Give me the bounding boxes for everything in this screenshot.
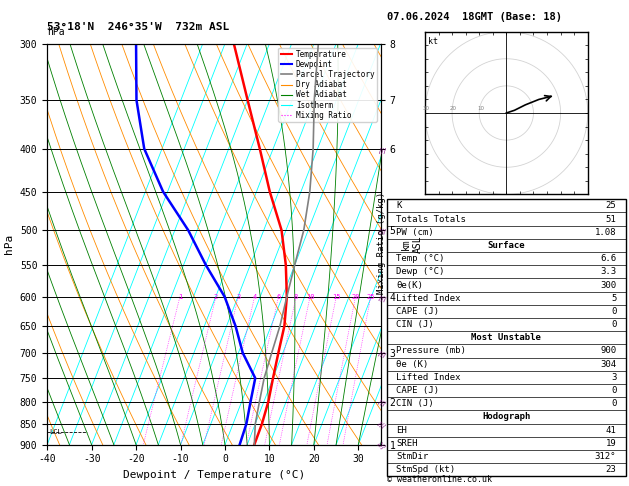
Text: 51: 51 (606, 214, 616, 224)
Text: CAPE (J): CAPE (J) (396, 386, 440, 395)
Text: Temp (°C): Temp (°C) (396, 254, 445, 263)
Text: 0: 0 (611, 399, 616, 408)
Text: CIN (J): CIN (J) (396, 320, 434, 329)
Text: StmSpd (kt): StmSpd (kt) (396, 465, 455, 474)
Text: LCL: LCL (50, 429, 62, 435)
Text: 10: 10 (477, 106, 484, 111)
Text: 20: 20 (351, 295, 360, 300)
Text: 0: 0 (611, 386, 616, 395)
Text: ///: /// (378, 349, 387, 357)
Text: kt: kt (428, 37, 438, 46)
Text: 25: 25 (606, 201, 616, 210)
X-axis label: Dewpoint / Temperature (°C): Dewpoint / Temperature (°C) (123, 470, 305, 480)
Y-axis label: hPa: hPa (4, 234, 14, 254)
Text: ///: /// (378, 419, 387, 428)
Text: ///: /// (379, 227, 386, 233)
Text: 6.6: 6.6 (600, 254, 616, 263)
Text: Most Unstable: Most Unstable (471, 333, 542, 342)
Text: 23: 23 (606, 465, 616, 474)
Text: 1.08: 1.08 (595, 228, 616, 237)
Text: 15: 15 (332, 295, 340, 300)
Text: 312°: 312° (595, 452, 616, 461)
Text: EH: EH (396, 426, 407, 434)
Text: 20: 20 (450, 106, 457, 111)
Text: ///: /// (378, 398, 387, 406)
Text: StmDir: StmDir (396, 452, 428, 461)
Text: Dewp (°C): Dewp (°C) (396, 267, 445, 277)
Text: ///: /// (379, 146, 386, 152)
Text: hPa: hPa (47, 27, 65, 37)
Text: 8: 8 (294, 295, 298, 300)
Text: 5: 5 (611, 294, 616, 303)
Text: SREH: SREH (396, 439, 418, 448)
Text: Pressure (mb): Pressure (mb) (396, 347, 466, 355)
Text: 6: 6 (276, 295, 281, 300)
Text: 0: 0 (611, 320, 616, 329)
Legend: Temperature, Dewpoint, Parcel Trajectory, Dry Adiabat, Wet Adiabat, Isotherm, Mi: Temperature, Dewpoint, Parcel Trajectory… (278, 48, 377, 122)
Text: 3: 3 (236, 295, 240, 300)
Text: θe (K): θe (K) (396, 360, 428, 369)
Text: Surface: Surface (487, 241, 525, 250)
Text: 41: 41 (606, 426, 616, 434)
Text: 10: 10 (306, 295, 314, 300)
Text: 2: 2 (214, 295, 218, 300)
Text: Mixing Ratio (g/kg): Mixing Ratio (g/kg) (377, 192, 386, 294)
Text: 1: 1 (178, 295, 182, 300)
Text: 304: 304 (600, 360, 616, 369)
Text: θe(K): θe(K) (396, 280, 423, 290)
Text: ///: /// (378, 440, 387, 450)
Text: 25: 25 (367, 295, 375, 300)
Text: ///: /// (378, 293, 387, 300)
Text: CIN (J): CIN (J) (396, 399, 434, 408)
Text: K: K (396, 201, 402, 210)
Text: © weatheronline.co.uk: © weatheronline.co.uk (387, 474, 492, 484)
Text: PW (cm): PW (cm) (396, 228, 434, 237)
Text: 53°18'N  246°35'W  732m ASL: 53°18'N 246°35'W 732m ASL (47, 22, 230, 32)
Text: 300: 300 (600, 280, 616, 290)
Y-axis label: km
ASL: km ASL (401, 235, 423, 253)
Text: CAPE (J): CAPE (J) (396, 307, 440, 316)
Text: Lifted Index: Lifted Index (396, 294, 461, 303)
Text: Totals Totals: Totals Totals (396, 214, 466, 224)
Text: 30: 30 (423, 106, 430, 111)
Text: 3: 3 (611, 373, 616, 382)
Text: Hodograph: Hodograph (482, 413, 530, 421)
Text: 19: 19 (606, 439, 616, 448)
Text: 0: 0 (611, 307, 616, 316)
Text: Lifted Index: Lifted Index (396, 373, 461, 382)
Text: 07.06.2024  18GMT (Base: 18): 07.06.2024 18GMT (Base: 18) (387, 12, 562, 22)
Text: 3.3: 3.3 (600, 267, 616, 277)
Text: 4: 4 (252, 295, 257, 300)
Text: 900: 900 (600, 347, 616, 355)
